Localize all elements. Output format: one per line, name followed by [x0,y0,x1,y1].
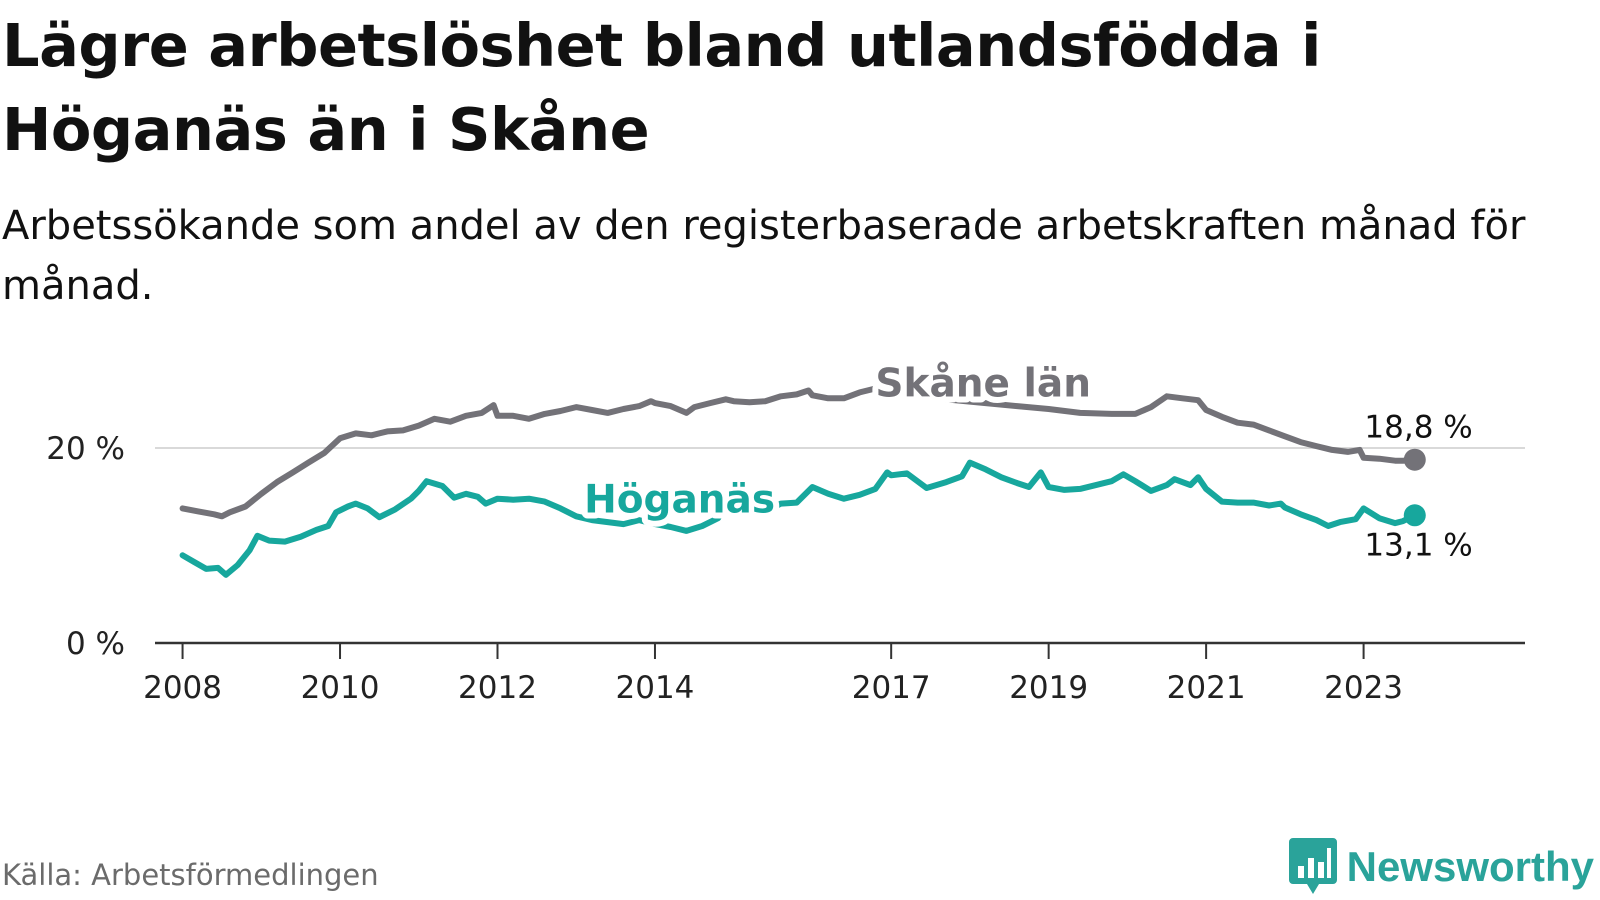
newsworthy-icon [1288,838,1337,894]
chart-subtitle: Arbetssökande som andel av den registerb… [2,203,1526,309]
label-layer: Skåne län Höganäs 18,8 % 13,1 % [578,356,1476,567]
end-point-skane [1403,448,1426,471]
x-tick-label: 2008 [143,670,222,706]
y-tick-label: 0 % [66,626,125,662]
y-tick-label: 20 % [46,431,125,467]
x-tick-label: 2014 [616,670,695,706]
end-value-label-skane: 18,8 % [1364,410,1472,446]
x-tick-label: 2010 [301,670,380,706]
axis-layer: 0 % 20 % 2008 2010 2012 2014 2017 2019 2021 2023 [46,431,1525,706]
series-layer [179,385,1418,578]
end-point-hoganas [1403,504,1426,527]
x-tick-label: 2017 [852,670,931,706]
source-note: Källa: Arbetsförmedlingen [2,858,379,892]
chart-title: Lägre arbetslöshet bland utlandsfödda i … [2,11,1321,164]
series-label-skane: Skåne län [875,362,1091,407]
brand-name: Newsworthy [1346,843,1594,890]
x-tick-label: 2023 [1324,670,1403,706]
line-chart: 0 %20 %2008 2010 2012 2014 2017 2019 2021 2023 … [46,356,1525,706]
series-line-skane [179,385,1418,520]
newsworthy-logo[interactable]: Newsworthy [1288,838,1594,896]
series-label-hoganas: Höganäs [584,477,775,522]
x-tick-label: 2021 [1167,670,1246,706]
x-tick-label: 2019 [1009,670,1088,706]
end-value-label-hoganas: 13,1 % [1364,527,1472,563]
x-tick-label: 2012 [458,670,537,706]
series-line-hoganas [179,459,1418,578]
